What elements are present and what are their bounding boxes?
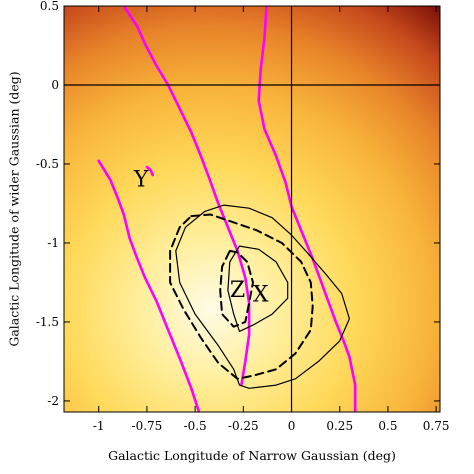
contour-magenta-y bbox=[145, 165, 154, 177]
reference-lines bbox=[64, 6, 440, 412]
x-tick-label: -0.25 bbox=[228, 419, 259, 433]
x-tick-label: 0 bbox=[288, 419, 296, 433]
y-tick-label: -1.5 bbox=[36, 315, 59, 329]
contour-dashed-inner bbox=[219, 249, 254, 328]
contour-solid-inner bbox=[227, 245, 289, 332]
x-tick-label: 0.25 bbox=[326, 419, 353, 433]
x-tick-label: 0.5 bbox=[378, 419, 397, 433]
y-tick-label: -0.5 bbox=[36, 157, 59, 171]
x-axis-title: Galactic Longitude of Narrow Gaussian (d… bbox=[108, 448, 396, 463]
contour-magenta-middle bbox=[122, 6, 251, 387]
x-tick-label: -0.5 bbox=[184, 419, 207, 433]
marker-z: Z bbox=[230, 278, 245, 303]
x-tick-label: 0.75 bbox=[423, 419, 450, 433]
marker-labels: Y Z X bbox=[133, 167, 269, 307]
y-axis-title: Galactic Longitude of wider Gaussian (de… bbox=[7, 71, 22, 346]
plot-area: Y Z X bbox=[63, 5, 441, 413]
y-tick-label: 0.5 bbox=[40, 0, 59, 13]
contour-dashed-outer bbox=[169, 213, 314, 380]
y-tick-label: -1 bbox=[47, 236, 59, 250]
marker-y: Y bbox=[133, 167, 149, 192]
contour-magenta-left bbox=[97, 159, 201, 412]
contour-solid-outer bbox=[175, 204, 350, 389]
y-axis: 0.5 0 -0.5 -1 -1.5 -2 bbox=[36, 0, 440, 408]
plot-frame bbox=[63, 5, 441, 413]
x-tick-label: -0.75 bbox=[132, 419, 163, 433]
x-tick-label: -1 bbox=[93, 419, 105, 433]
x-axis: -1 -0.75 -0.5 -0.25 0 0.25 0.5 0.75 bbox=[93, 6, 450, 433]
y-tick-label: -2 bbox=[47, 394, 59, 408]
y-tick-label: 0 bbox=[51, 78, 59, 92]
marker-x: X bbox=[253, 283, 269, 308]
